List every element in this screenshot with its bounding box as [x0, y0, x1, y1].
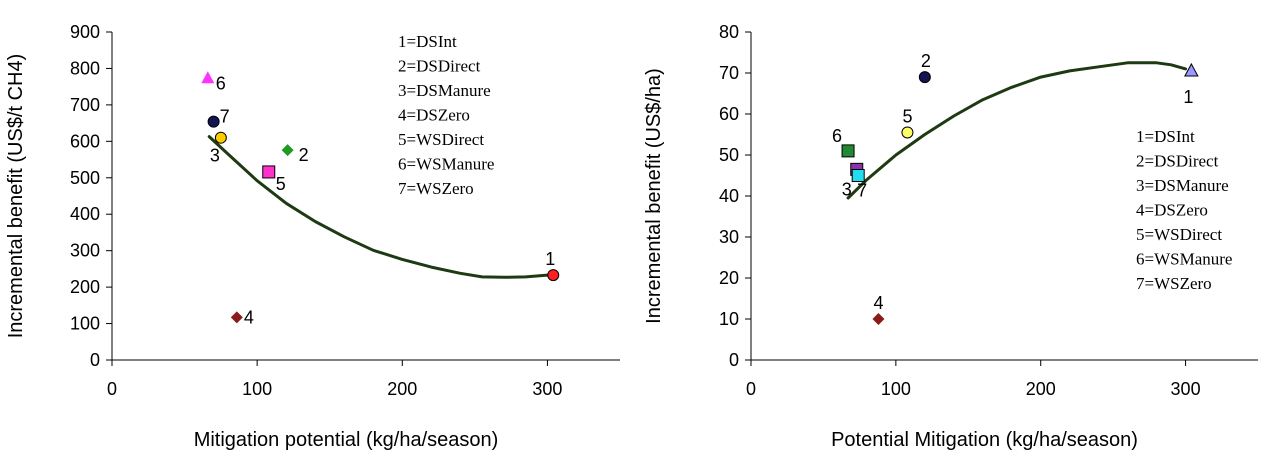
y-tick-label: 100	[70, 314, 100, 334]
data-label-3: 3	[842, 179, 852, 199]
data-label-7: 7	[220, 107, 230, 127]
data-label-7: 7	[857, 181, 867, 201]
y-tick-label: 500	[70, 168, 100, 188]
y-tick-label: 0	[729, 350, 739, 370]
point-4-diamond-marker	[872, 313, 885, 325]
x-tick-label: 300	[532, 379, 562, 399]
y-axis-label: Incremental benefit (US$/ha)	[643, 68, 665, 324]
x-axis-label: Potential Mitigation (kg/ha/season)	[831, 429, 1138, 451]
legend-entry: 1=DSInt	[398, 32, 457, 51]
point-7-square-marker	[851, 169, 865, 182]
y-tick-label: 10	[719, 309, 739, 329]
y-tick-label: 30	[719, 227, 739, 247]
x-tick-label: 100	[242, 379, 272, 399]
data-label-1: 1	[1183, 87, 1193, 107]
legend-entry: 4=DSZero	[1136, 201, 1208, 220]
legend-entry: 3=DSManure	[398, 81, 491, 100]
point-2-circle-marker	[918, 71, 931, 84]
legend-entry: 2=DSDirect	[398, 57, 481, 76]
y-tick-label: 80	[719, 22, 739, 42]
legend-entry: 6=WSManure	[398, 155, 494, 174]
legend-entry: 7=WSZero	[1136, 274, 1212, 293]
x-tick-label: 0	[746, 379, 756, 399]
data-label-6: 6	[832, 126, 842, 146]
y-tick-label: 70	[719, 63, 739, 83]
legend-entry: 4=DSZero	[398, 106, 470, 125]
point-6-triangle-marker	[201, 71, 215, 84]
x-tick-label: 300	[1171, 379, 1201, 399]
y-tick-label: 700	[70, 95, 100, 115]
legend-entry: 3=DSManure	[1136, 176, 1229, 195]
y-tick-label: 300	[70, 241, 100, 261]
data-label-4: 4	[244, 307, 254, 327]
legend-entry: 2=DSDirect	[1136, 152, 1219, 171]
y-tick-label: 900	[70, 22, 100, 42]
y-axis-label: Incremental benefit (US$/t CH4)	[5, 54, 27, 339]
point-5-square-marker	[262, 165, 276, 179]
y-tick-label: 0	[90, 350, 100, 370]
x-tick-label: 100	[881, 379, 911, 399]
chart-mitigation-potential-vs-benefit-per-t: 0 100 200 300 400 500 600 700 800 900 0 100 200 300 Mi…	[5, 22, 620, 451]
x-tick-label: 200	[387, 379, 417, 399]
data-label-5: 5	[902, 106, 912, 126]
data-label-6: 6	[216, 73, 226, 93]
y-tick-label: 400	[70, 204, 100, 224]
data-label-2: 2	[299, 145, 309, 165]
y-tick-label: 20	[719, 268, 739, 288]
trend-curve	[207, 135, 549, 279]
point-5-circle-marker	[901, 126, 914, 139]
y-tick-label: 600	[70, 131, 100, 151]
legend-entry: 5=WSDirect	[1136, 225, 1222, 244]
point-2-diamond-marker	[281, 144, 294, 157]
point-1-triangle-marker	[1184, 62, 1199, 77]
point-3-circle-marker	[214, 131, 227, 144]
legend-entry: 5=WSDirect	[398, 130, 484, 149]
x-tick-label: 0	[107, 379, 117, 399]
point-6-square-marker	[841, 144, 855, 158]
legend-entry: 1=DSInt	[1136, 127, 1195, 146]
chart-potential-mitigation-vs-benefit-per-ha: 0 10 20 30 40 50 60 70 80 0 100 200 300 Potential Mit…	[643, 22, 1258, 451]
data-label-3: 3	[210, 146, 220, 166]
point-1-circle-marker	[547, 269, 560, 282]
data-label-1: 1	[545, 249, 555, 269]
y-tick-label: 800	[70, 58, 100, 78]
data-label-2: 2	[921, 51, 931, 71]
y-tick-label: 40	[719, 186, 739, 206]
legend-entry: 7=WSZero	[398, 179, 474, 198]
data-label-4: 4	[873, 293, 883, 313]
y-tick-label: 60	[719, 104, 739, 124]
y-tick-label: 50	[719, 145, 739, 165]
x-tick-label: 200	[1026, 379, 1056, 399]
y-tick-label: 200	[70, 277, 100, 297]
x-axis-label: Mitigation potential (kg/ha/season)	[194, 429, 499, 451]
point-4-diamond-marker	[230, 311, 243, 324]
legend-entry: 6=WSManure	[1136, 250, 1232, 269]
trend-curve	[846, 61, 1188, 200]
data-label-5: 5	[276, 174, 286, 194]
point-7-circle-marker	[207, 115, 220, 128]
